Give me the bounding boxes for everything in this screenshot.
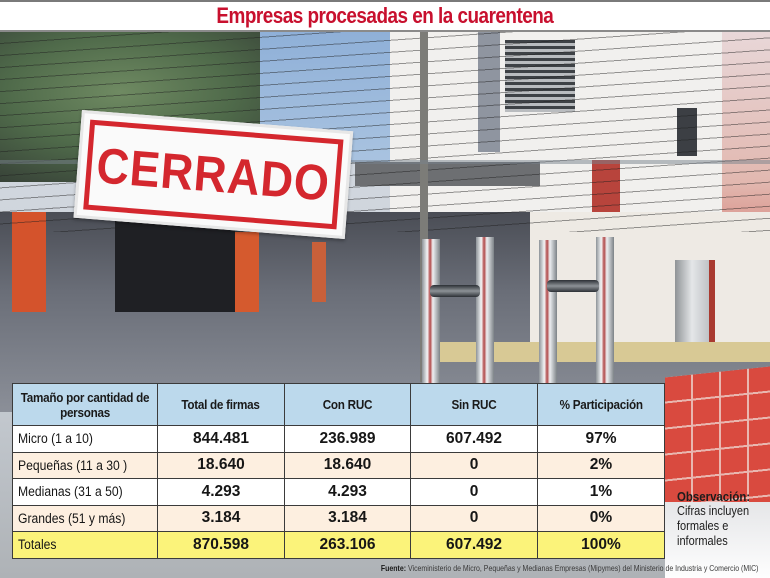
cell-con-ruc: 263.106	[284, 531, 411, 559]
row-label: Totales	[12, 531, 158, 559]
sign-border: CERRADO	[83, 119, 344, 230]
cell-sin-ruc: 607.492	[410, 531, 538, 559]
table-row-pequenas: Pequeñas (11 a 30 ) 18.640 18.640 0 2%	[12, 451, 665, 479]
cell-participacion: 0%	[537, 504, 665, 532]
companies-table: Tamaño por cantidad de personas Total de…	[12, 383, 665, 559]
background-photo	[0, 32, 770, 578]
cell-con-ruc: 3.184	[284, 504, 411, 532]
door-handle	[539, 240, 557, 384]
row-label: Pequeñas (11 a 30 )	[12, 451, 158, 479]
awning	[355, 162, 540, 186]
door-handle	[422, 239, 440, 384]
observation-note: Observación: Cifras incluyen formales e …	[677, 489, 769, 549]
cell-participacion: 1%	[537, 478, 665, 506]
cell-total: 870.598	[157, 531, 285, 559]
orange-sign	[312, 242, 326, 302]
closed-sign: CERRADO	[73, 110, 354, 240]
building-column	[478, 32, 500, 152]
building-door	[675, 260, 715, 354]
source-credit: Fuente: Viceministerio de Micro, Pequeña…	[380, 563, 758, 573]
header-sin-ruc: Sin RUC	[410, 383, 538, 426]
cell-total: 4.293	[157, 478, 285, 506]
cell-con-ruc: 4.293	[284, 478, 411, 506]
header-con-ruc: Con RUC	[284, 383, 411, 426]
cell-con-ruc: 18.640	[284, 451, 411, 479]
infographic-title: Empresas procesadas en la cuarentena	[216, 3, 554, 28]
door-handle	[476, 237, 494, 384]
title-bar: Empresas procesadas en la cuarentena	[0, 0, 770, 32]
cell-con-ruc: 236.989	[284, 425, 411, 453]
cell-total: 18.640	[157, 451, 285, 479]
source-text: Viceministerio de Micro, Pequeñas y Medi…	[407, 563, 758, 573]
handle-bar	[547, 280, 599, 292]
cell-sin-ruc: 0	[410, 451, 538, 479]
row-label: Medianas (31 a 50)	[12, 478, 158, 506]
table-header-row: Tamaño por cantidad de personas Total de…	[12, 383, 665, 426]
row-label: Grandes (51 y más)	[12, 504, 158, 532]
observation-body: Cifras incluyen formales e informales	[677, 504, 750, 548]
table-row-totals: Totales 870.598 263.106 607.492 100%	[12, 531, 665, 559]
cell-sin-ruc: 0	[410, 478, 538, 506]
header-total: Total de firmas	[157, 383, 285, 426]
orange-sign	[12, 212, 46, 312]
handle-bar	[430, 285, 480, 297]
sidewalk	[420, 342, 770, 362]
building-vent	[505, 40, 575, 112]
door-handle	[596, 237, 614, 384]
utility-pole	[420, 32, 428, 382]
building-window	[677, 108, 697, 156]
table-row-micro: Micro (1 a 10) 844.481 236.989 607.492 9…	[12, 425, 665, 453]
cell-total: 3.184	[157, 504, 285, 532]
cell-participacion: 2%	[537, 451, 665, 479]
sign-text: CERRADO	[94, 137, 333, 212]
header-size: Tamaño por cantidad de personas	[12, 383, 158, 426]
orange-sign	[235, 232, 259, 312]
cell-participacion: 100%	[537, 531, 665, 559]
row-label: Micro (1 a 10)	[12, 425, 158, 453]
cell-sin-ruc: 0	[410, 504, 538, 532]
observation-title: Observación:	[677, 489, 751, 504]
table-row-grandes: Grandes (51 y más) 3.184 3.184 0 0%	[12, 504, 665, 532]
cell-participacion: 97%	[537, 425, 665, 453]
ground-fade	[665, 502, 770, 578]
source-label: Fuente:	[380, 563, 406, 573]
table-row-medianas: Medianas (31 a 50) 4.293 4.293 0 1%	[12, 478, 665, 506]
cell-total: 844.481	[157, 425, 285, 453]
cell-sin-ruc: 607.492	[410, 425, 538, 453]
header-participacion: % Participación	[537, 383, 665, 426]
glass-frame	[0, 160, 770, 164]
